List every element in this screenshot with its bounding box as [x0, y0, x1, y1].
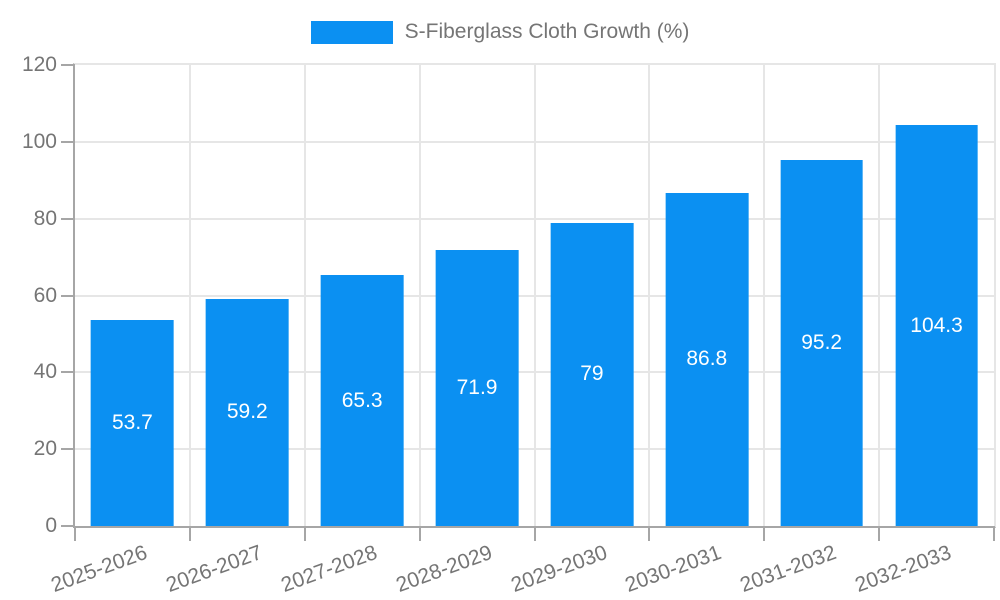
bar: 95.2 [780, 160, 864, 526]
y-tick-label: 80 [33, 206, 57, 230]
gridline-vertical [188, 65, 191, 526]
y-tick-mark [61, 64, 75, 66]
x-axis-label: 2030-2031 [622, 541, 725, 597]
x-axis-label: 2028-2029 [392, 541, 495, 597]
x-tick-mark [648, 526, 651, 541]
bar: 59.2 [205, 298, 289, 526]
gridline-vertical [763, 65, 766, 526]
gridline-vertical [648, 65, 651, 526]
x-axis-label: 2029-2030 [507, 541, 610, 597]
x-tick-mark [878, 526, 881, 541]
y-tick-mark [61, 371, 75, 374]
plot-area: 0 20 40 60 80 100 120 53.7 2025-2026 59.2 2026-202… [22, 53, 996, 597]
x-tick-mark [188, 526, 191, 541]
bar-value-label: 65.3 [341, 388, 383, 412]
x-axis-label: 2027-2028 [277, 541, 381, 597]
y-tick-mark [61, 140, 75, 143]
x-tick-mark [418, 526, 421, 541]
x-tick-mark [763, 526, 766, 541]
y-tick-mark [61, 217, 75, 220]
bar: 65.3 [320, 275, 404, 526]
gridline-vertical [418, 65, 421, 526]
bar-value-label: 86.8 [686, 347, 728, 371]
bar-value-label: 59.2 [226, 400, 268, 424]
bar-value-label: 104.3 [910, 313, 963, 337]
legend: S-Fiberglass Cloth Growth (%) [0, 20, 1000, 44]
gridline-vertical [303, 65, 306, 526]
gridline-vertical [533, 65, 536, 526]
legend-swatch [310, 20, 393, 44]
bar-value-label: 95.2 [801, 331, 843, 355]
y-tick-label: 100 [21, 129, 57, 153]
bar: 79 [550, 222, 634, 526]
bar: 104.3 [895, 125, 978, 526]
bar-value-label: 71.9 [456, 375, 498, 399]
y-tick-mark [61, 525, 75, 527]
y-tick-label: 120 [21, 53, 57, 76]
y-tick-label: 0 [45, 514, 57, 537]
y-tick-label: 60 [33, 283, 57, 307]
x-axis-label: 2026-2027 [162, 541, 266, 597]
x-tick-mark [993, 526, 995, 541]
x-tick-mark [533, 526, 536, 541]
bar-value-label: 79 [580, 362, 604, 386]
bar: 71.9 [435, 249, 519, 526]
gridline-vertical [878, 65, 881, 526]
y-tick-label: 40 [33, 360, 57, 384]
bar: 53.7 [91, 319, 174, 526]
y-tick-mark [61, 448, 75, 451]
x-tick-mark [74, 526, 76, 541]
x-axis-label: 2032-2033 [852, 541, 955, 597]
x-axis-label: 2031-2032 [737, 541, 840, 597]
legend-label: S-Fiberglass Cloth Growth (%) [404, 20, 690, 43]
x-axis-label: 2025-2026 [48, 541, 151, 597]
bar-value-label: 53.7 [111, 410, 153, 434]
x-tick-mark [303, 526, 306, 541]
y-tick-label: 20 [33, 437, 57, 461]
bar: 86.8 [665, 192, 749, 526]
y-tick-mark [61, 294, 75, 297]
